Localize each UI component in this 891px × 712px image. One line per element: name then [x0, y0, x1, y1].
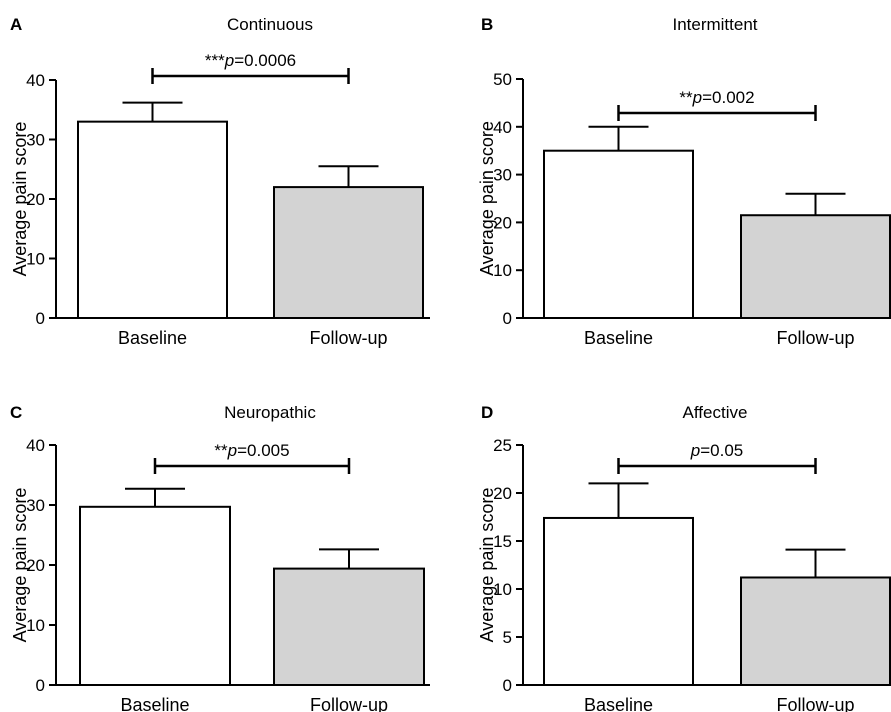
x-category-label: Follow-up [776, 695, 854, 712]
significance-p-symbol: p [224, 51, 234, 70]
significance-p-symbol: p [692, 88, 702, 107]
y-tick-label: 0 [36, 309, 45, 328]
x-category-label: Follow-up [310, 695, 388, 712]
significance-label: ***p=0.0006 [205, 51, 296, 70]
significance-label: **p=0.005 [214, 441, 289, 460]
y-tick-label: 10 [493, 580, 512, 599]
significance-p-value: =0.005 [237, 441, 289, 460]
significance-p-symbol: p [227, 441, 237, 460]
panel-title: Neuropathic [224, 403, 316, 422]
y-tick-label: 10 [26, 250, 45, 269]
significance-label: **p=0.002 [679, 88, 754, 107]
x-category-label: Follow-up [309, 328, 387, 348]
chart-panel-c: C Neuropathic 0 10 20 30 40 Average pain score B… [10, 403, 430, 712]
significance-p-symbol: p [690, 441, 700, 460]
y-tick-label: 50 [493, 70, 512, 89]
y-axis-title: Average pain score [10, 488, 30, 643]
y-tick-label: 25 [493, 436, 512, 455]
bar-follow-up [740, 214, 891, 319]
bar-follow-up [273, 186, 424, 319]
y-tick-label: 0 [36, 676, 45, 695]
panel-letter: C [10, 403, 22, 422]
y-tick-label: 40 [493, 118, 512, 137]
y-tick-label: 40 [26, 436, 45, 455]
y-tick-label: 40 [26, 71, 45, 90]
panel-letter: A [10, 15, 22, 34]
chart-panel-d: D Affective 0 5 10 15 20 25 Average pain score Ba… [477, 403, 891, 712]
x-category-label: Baseline [120, 695, 189, 712]
y-axis-title: Average pain score [10, 122, 30, 277]
y-tick-label: 10 [26, 616, 45, 635]
y-tick-label: 20 [26, 556, 45, 575]
bar-follow-up [740, 576, 891, 686]
significance-p-value: =0.002 [702, 88, 754, 107]
y-tick-label: 30 [493, 166, 512, 185]
significance-label: p=0.05 [690, 441, 743, 460]
bar-baseline [77, 120, 228, 320]
y-tick-label: 30 [26, 131, 45, 150]
bar-baseline [543, 516, 694, 687]
panel-title: Intermittent [672, 15, 757, 34]
significance-stars: ** [679, 88, 693, 107]
y-tick-label: 5 [503, 628, 512, 647]
x-category-label: Follow-up [776, 328, 854, 348]
y-tick-label: 20 [493, 213, 512, 232]
chart-panel-b: B Intermittent 0 10 20 30 40 50 Average pain sco… [477, 15, 891, 348]
chart-panel-a: A Continuous 0 10 20 30 40 Average pain score Ba… [10, 15, 430, 348]
panel-letter: B [481, 15, 493, 34]
y-tick-label: 10 [493, 261, 512, 280]
bar-follow-up [273, 567, 425, 686]
bar-baseline [543, 149, 694, 319]
y-tick-label: 0 [503, 676, 512, 695]
significance-stars: ** [214, 441, 228, 460]
y-tick-label: 0 [503, 309, 512, 328]
bar-baseline [79, 505, 231, 686]
x-category-label: Baseline [584, 328, 653, 348]
significance-stars: *** [205, 51, 225, 70]
y-tick-label: 30 [26, 496, 45, 515]
y-axis-title: Average pain score [477, 488, 497, 643]
panel-title: Affective [683, 403, 748, 422]
y-tick-label: 15 [493, 532, 512, 551]
y-tick-label: 20 [493, 484, 512, 503]
significance-p-value: =0.05 [700, 441, 743, 460]
significance-p-value: =0.0006 [234, 51, 296, 70]
y-tick-label: 20 [26, 190, 45, 209]
x-category-label: Baseline [118, 328, 187, 348]
panel-title: Continuous [227, 15, 313, 34]
x-category-label: Baseline [584, 695, 653, 712]
y-axis-title: Average pain score [477, 121, 497, 276]
panel-letter: D [481, 403, 493, 422]
